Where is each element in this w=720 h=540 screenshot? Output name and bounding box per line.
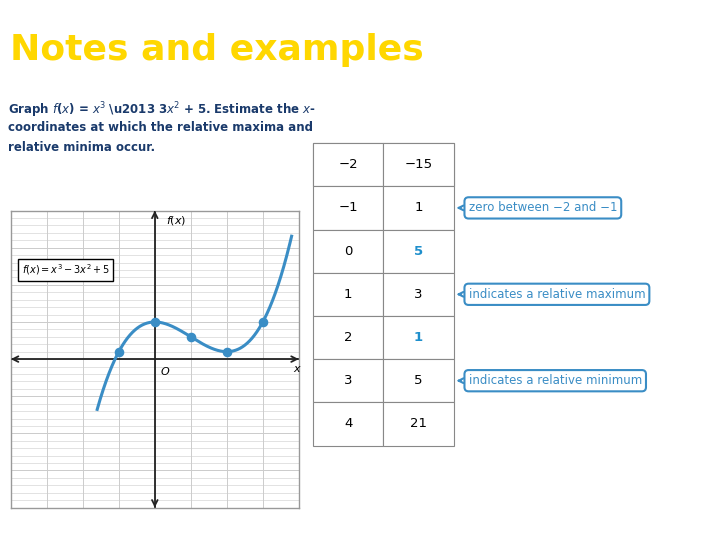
FancyBboxPatch shape [383,186,454,230]
Point [185,333,197,341]
FancyBboxPatch shape [383,273,454,316]
Text: indicates a relative maximum: indicates a relative maximum [459,288,645,301]
Point [221,347,233,356]
Text: 0: 0 [344,245,353,258]
Text: 4: 4 [344,417,353,430]
Text: relative minima occur.: relative minima occur. [8,141,155,154]
Text: coordinates at which the relative maxima and: coordinates at which the relative maxima… [8,121,313,134]
Text: $x$: $x$ [294,364,302,374]
Text: $f(x)$: $f(x)$ [166,214,186,227]
FancyBboxPatch shape [313,143,383,186]
FancyBboxPatch shape [313,273,383,316]
Text: zero between −2 and −1: zero between −2 and −1 [459,201,617,214]
FancyBboxPatch shape [313,316,383,359]
Text: −2: −2 [338,158,358,171]
FancyBboxPatch shape [383,143,454,186]
Text: 5: 5 [414,245,423,258]
Text: $O$: $O$ [161,366,171,377]
Point [257,318,269,326]
Text: $\mathit{f(x)}$: $\mathit{f(x)}$ [407,157,431,172]
Text: $f(x) = x^3 - 3x^2 + 5$: $f(x) = x^3 - 3x^2 + 5$ [22,262,109,278]
Point [113,347,125,356]
Text: 1: 1 [344,288,353,301]
FancyBboxPatch shape [313,143,383,186]
FancyBboxPatch shape [383,143,454,186]
Text: 3: 3 [414,288,423,301]
Text: 5: 5 [414,374,423,387]
Text: 3: 3 [344,374,353,387]
FancyBboxPatch shape [313,359,383,402]
Text: 1: 1 [414,201,423,214]
FancyBboxPatch shape [313,186,383,230]
Text: −15: −15 [405,158,433,171]
Point [149,318,161,326]
FancyBboxPatch shape [313,402,383,446]
Text: Notes and examples: Notes and examples [10,33,424,68]
Text: 2: 2 [344,331,353,344]
FancyBboxPatch shape [383,230,454,273]
Text: indicates a relative minimum: indicates a relative minimum [459,374,642,387]
Text: Graph $\mathit{f}$($\mathit{x}$) = $\mathit{x}$$^3$ \u2013 3$\mathit{x}$$^2$ + 5: Graph $\mathit{f}$($\mathit{x}$) = $\mat… [8,101,315,120]
FancyBboxPatch shape [383,402,454,446]
FancyBboxPatch shape [313,230,383,273]
Text: $\mathit{x}$: $\mathit{x}$ [343,158,354,171]
FancyBboxPatch shape [383,316,454,359]
Text: −1: −1 [338,201,358,214]
Text: 1: 1 [414,331,423,344]
FancyBboxPatch shape [383,359,454,402]
Text: 21: 21 [410,417,427,430]
